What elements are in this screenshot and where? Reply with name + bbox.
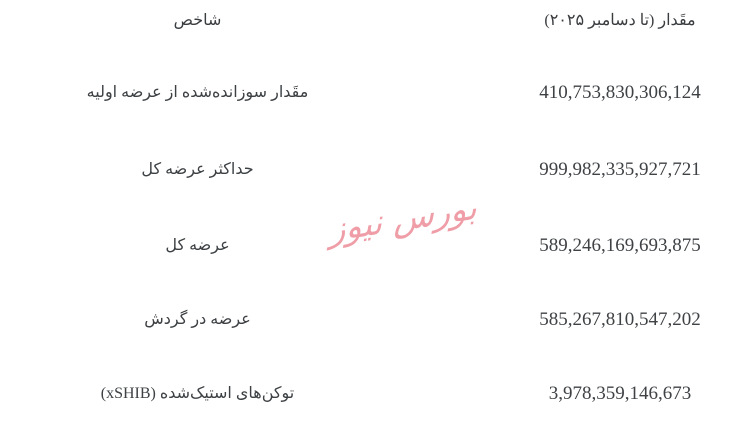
row-value-burned: 410,753,830,306,124 xyxy=(539,82,701,103)
row-value-total-supply: 589,246,169,693,875 xyxy=(539,235,701,256)
row-label-burned: مقَدار سوزانده‌شده از عرضه اولیه xyxy=(86,84,309,101)
table-row: عرضه در گردش 585,267,810,547,202 xyxy=(0,306,740,334)
row-value-staked-tokens: 3,978,359,146,673 xyxy=(548,383,692,404)
row-label-max-supply: حداکثر عرضه کل xyxy=(141,161,254,178)
table-row: مقَدار سوزانده‌شده از عرضه اولیه 410,753… xyxy=(0,79,740,107)
header-value: مقَدار (تا دسامبر ۲۰۲۵) xyxy=(544,12,696,29)
row-label-staked-tokens: توکن‌های استیک‌شده (xSHIB) xyxy=(100,385,295,402)
row-label-total-supply: عرضه کل xyxy=(165,237,230,254)
table-header-row: شاخص مقَدار (تا دسامبر ۲۰۲۵) xyxy=(0,7,740,35)
table-row: حداکثر عرضه کل 999,982,335,927,721 xyxy=(0,156,740,184)
table-row: توکن‌های استیک‌شده (xSHIB) 3,978,359,146… xyxy=(0,380,740,408)
table-row: عرضه کل 589,246,169,693,875 xyxy=(0,232,740,260)
row-value-circulating-supply: 585,267,810,547,202 xyxy=(539,309,701,330)
row-value-max-supply: 999,982,335,927,721 xyxy=(539,159,701,180)
header-indicator: شاخص xyxy=(173,12,222,29)
row-label-circulating-supply: عرضه در گردش xyxy=(144,311,251,328)
